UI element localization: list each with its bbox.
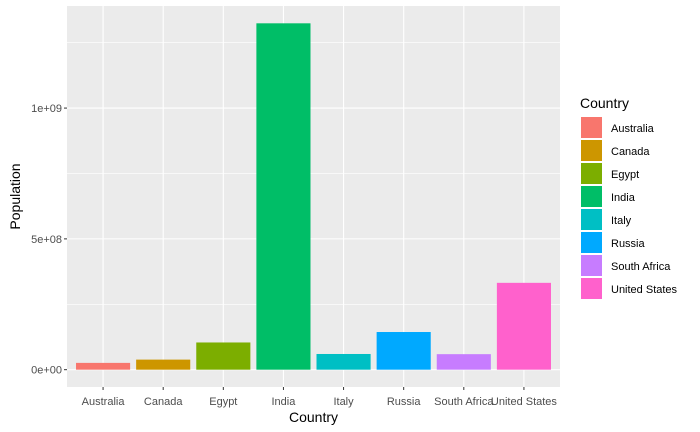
minor-gridlines bbox=[67, 42, 560, 305]
legend-item: Russia bbox=[581, 232, 646, 253]
legend-key bbox=[581, 117, 602, 138]
y-axis-title: Population bbox=[7, 163, 23, 229]
legend-key bbox=[581, 232, 602, 253]
bar-india bbox=[256, 23, 311, 370]
bar-australia bbox=[76, 362, 131, 370]
legend-item: Egypt bbox=[581, 163, 639, 184]
legend-label: Canada bbox=[611, 146, 650, 158]
legend-items: Australia Canada Egypt India Italy Russia Sout… bbox=[581, 117, 678, 299]
legend-item: Canada bbox=[581, 140, 650, 161]
bar-egypt bbox=[196, 342, 251, 370]
legend-key bbox=[581, 163, 602, 184]
legend-label: United States bbox=[611, 284, 678, 296]
legend-label: India bbox=[611, 192, 636, 204]
y-axis: 0e+00 5e+08 1e+09 bbox=[31, 103, 67, 377]
bars bbox=[76, 23, 551, 370]
x-tick-label: Russia bbox=[387, 396, 422, 408]
legend: Country Australia Canada Egypt India Italy Ru… bbox=[580, 95, 678, 299]
legend-key bbox=[581, 278, 602, 299]
x-tick-label: India bbox=[272, 396, 297, 408]
legend-item: South Africa bbox=[581, 255, 671, 276]
bar-united-states bbox=[496, 282, 551, 370]
legend-item: Italy bbox=[581, 209, 632, 230]
x-tick-label: Australia bbox=[82, 396, 126, 408]
x-axis: Australia Canada Egypt India Italy Russia Sout… bbox=[82, 387, 558, 408]
legend-item: India bbox=[581, 186, 636, 207]
bar-canada bbox=[136, 359, 191, 370]
y-tick-label: 1e+09 bbox=[31, 103, 62, 115]
legend-label: Australia bbox=[611, 123, 655, 135]
y-tick-label: 0e+00 bbox=[31, 365, 62, 377]
x-tick-label: South Africa bbox=[434, 396, 494, 408]
legend-label: Russia bbox=[611, 238, 646, 250]
legend-item: Australia bbox=[581, 117, 655, 138]
x-tick-label: Italy bbox=[333, 396, 354, 408]
legend-label: Italy bbox=[611, 215, 632, 227]
legend-key bbox=[581, 255, 602, 276]
legend-label: South Africa bbox=[611, 261, 671, 273]
legend-item: United States bbox=[581, 278, 678, 299]
bar-russia bbox=[376, 332, 431, 370]
x-axis-title: Country bbox=[289, 409, 338, 425]
x-tick-label: Egypt bbox=[209, 396, 237, 408]
legend-title: Country bbox=[580, 95, 629, 111]
x-tick-label: United States bbox=[491, 396, 558, 408]
legend-label: Egypt bbox=[611, 169, 639, 181]
y-tick-label: 5e+08 bbox=[31, 234, 62, 246]
plot-panel bbox=[67, 6, 560, 387]
bar-south-africa bbox=[436, 354, 491, 370]
bar-italy bbox=[316, 353, 371, 370]
legend-key bbox=[581, 209, 602, 230]
legend-key bbox=[581, 140, 602, 161]
x-tick-label: Canada bbox=[144, 396, 183, 408]
legend-key bbox=[581, 186, 602, 207]
